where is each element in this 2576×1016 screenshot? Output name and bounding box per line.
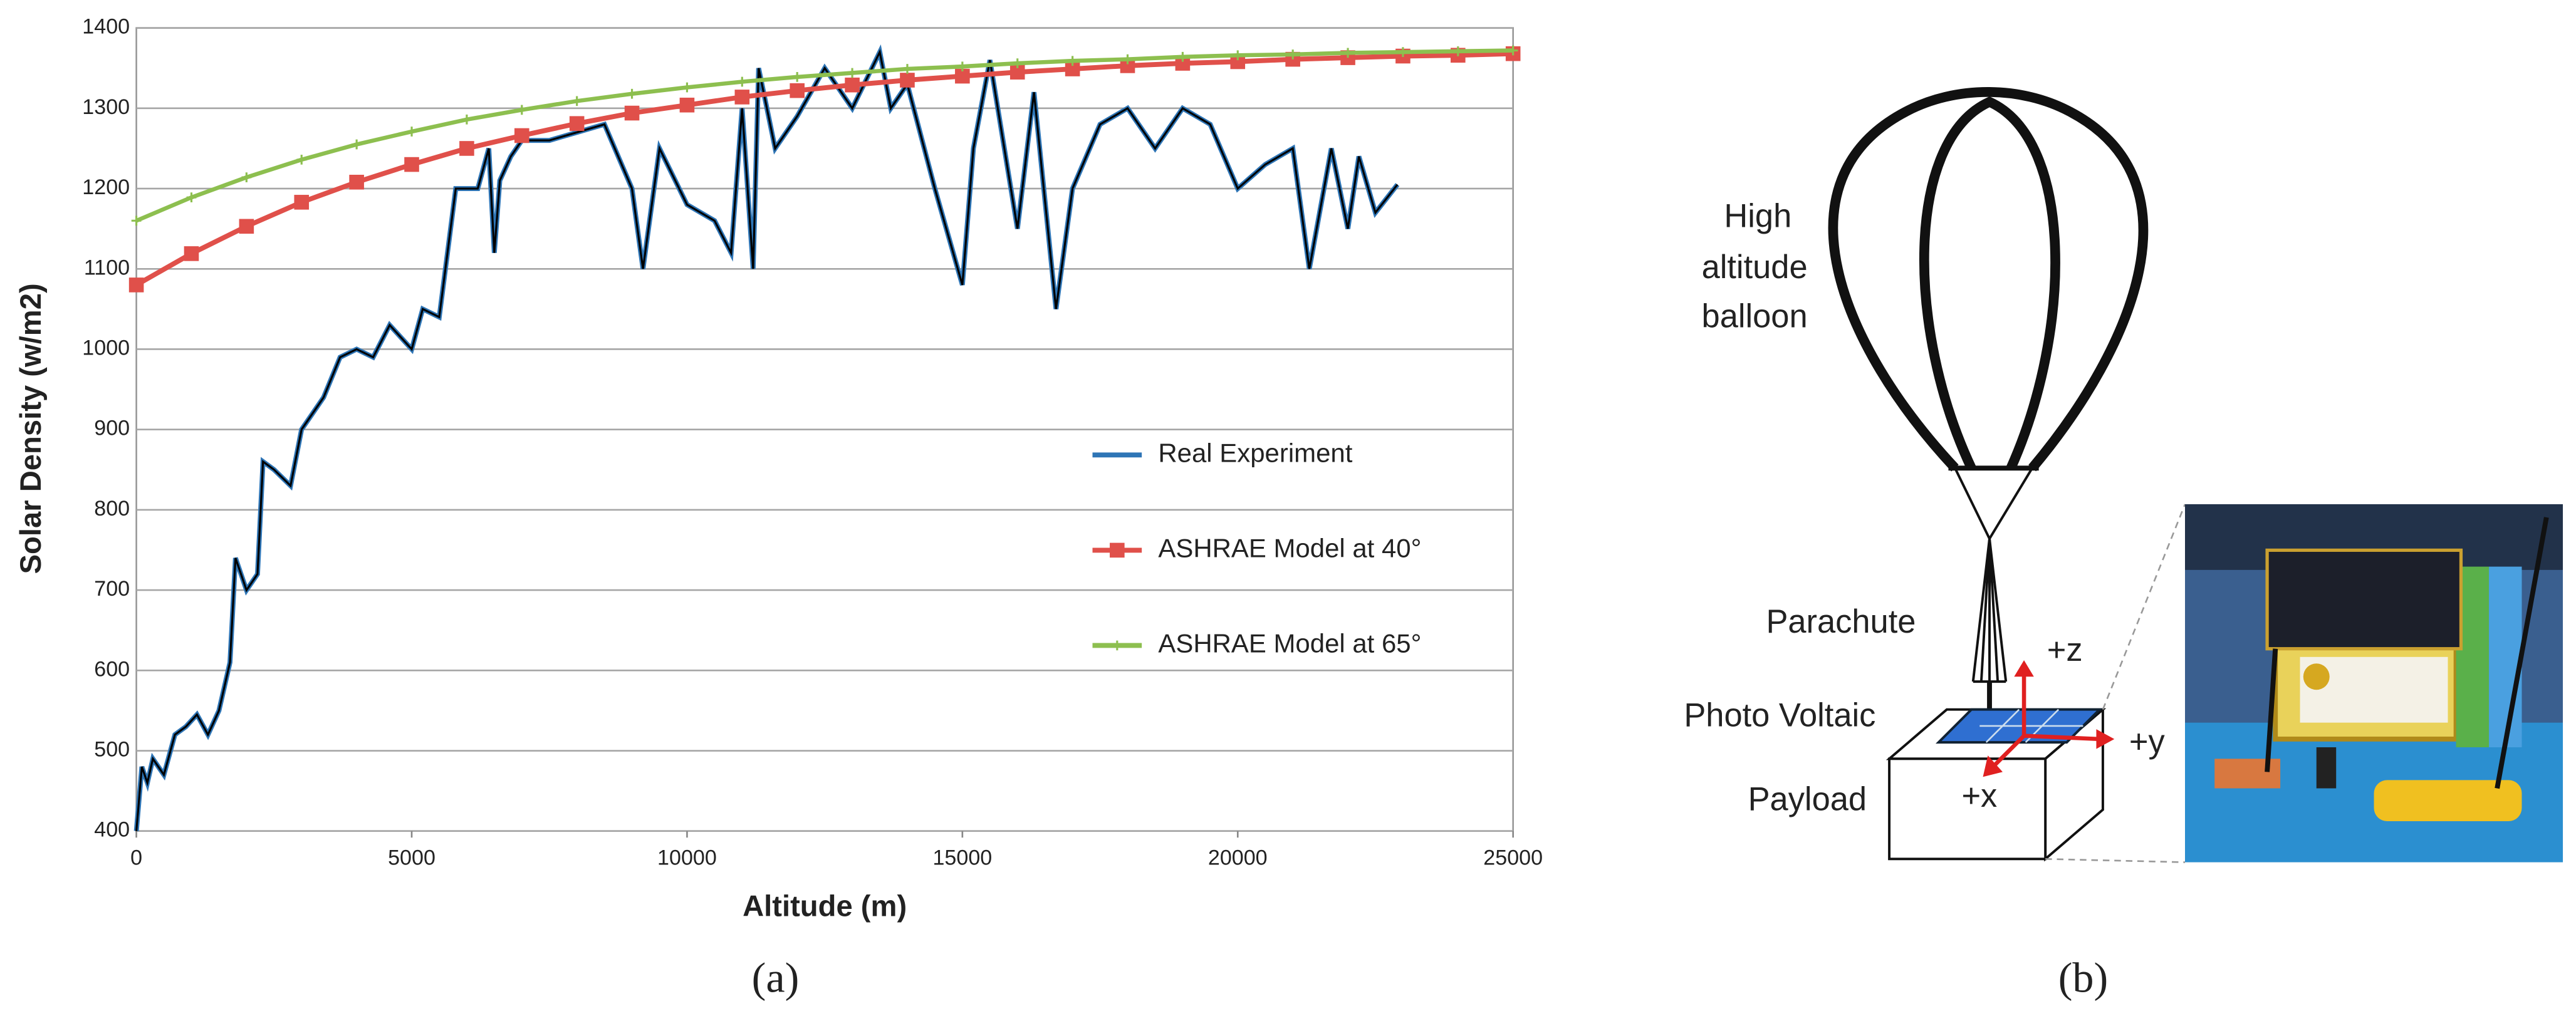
legend-label: ASHRAE Model at 40° bbox=[1158, 533, 1421, 562]
marker bbox=[1112, 640, 1122, 651]
pv-label: Photo Voltaic bbox=[1684, 698, 1875, 734]
series-line-overlay bbox=[135, 49, 1399, 831]
marker bbox=[627, 88, 637, 99]
balloon-label: altitude bbox=[1702, 249, 1808, 286]
marker bbox=[131, 215, 142, 226]
marker bbox=[1452, 46, 1463, 56]
rigging bbox=[1954, 467, 2033, 731]
marker bbox=[1177, 51, 1188, 62]
series-line bbox=[135, 51, 1513, 288]
axis-label: +x bbox=[1961, 778, 1997, 814]
x-tick-label: 25000 bbox=[1483, 846, 1543, 869]
marker bbox=[737, 76, 748, 87]
marker bbox=[1398, 47, 1408, 57]
y-axis-title: Solar Density (w/m2) bbox=[14, 283, 48, 574]
marker bbox=[516, 105, 527, 115]
payload-label: Payload bbox=[1748, 781, 1867, 817]
legend-label: Real Experiment bbox=[1158, 438, 1352, 467]
marker bbox=[184, 246, 199, 261]
marker bbox=[624, 105, 640, 121]
marker bbox=[1343, 48, 1353, 58]
marker bbox=[1067, 56, 1078, 66]
legend-label: ASHRAE Model at 65° bbox=[1158, 629, 1421, 658]
marker bbox=[462, 114, 472, 125]
marker bbox=[847, 68, 857, 78]
marker bbox=[128, 277, 144, 293]
x-tick-label: 0 bbox=[130, 846, 142, 869]
grid: 400 500 600 700 800 900 1000 1100 1200 1300 1400 0 5… bbox=[82, 15, 1543, 870]
marker bbox=[1175, 56, 1191, 71]
marker bbox=[1110, 542, 1125, 558]
parachute-label: Parachute bbox=[1766, 604, 1916, 640]
axis-label: +y bbox=[2129, 724, 2166, 760]
marker bbox=[734, 90, 750, 105]
y-tick-label: 1000 bbox=[82, 336, 130, 360]
marker bbox=[352, 139, 362, 150]
y-tick-label: 900 bbox=[94, 417, 130, 440]
marker bbox=[900, 73, 915, 88]
payload-box bbox=[1885, 707, 2107, 862]
marker bbox=[294, 195, 310, 210]
balloon-label: balloon bbox=[1702, 299, 1808, 335]
marker bbox=[1065, 61, 1080, 76]
marker bbox=[407, 127, 417, 137]
x-tick-label: 15000 bbox=[932, 846, 992, 869]
balloon bbox=[1828, 87, 2149, 472]
marker bbox=[239, 219, 254, 234]
marker bbox=[241, 172, 252, 182]
balloon-label: High bbox=[1724, 199, 1791, 235]
marker bbox=[902, 64, 912, 74]
y-tick-label: 600 bbox=[94, 657, 130, 681]
y-tick-label: 700 bbox=[94, 577, 130, 601]
marker bbox=[1122, 54, 1133, 65]
marker bbox=[682, 82, 692, 93]
marker bbox=[571, 96, 582, 106]
marker bbox=[1230, 54, 1246, 70]
marker bbox=[1288, 49, 1298, 60]
marker bbox=[1508, 45, 1518, 56]
marker bbox=[957, 61, 967, 72]
y-tick-label: 1100 bbox=[84, 256, 130, 279]
marker bbox=[1012, 58, 1023, 68]
x-axis-title: Altitude (m) bbox=[743, 889, 907, 923]
axis-label: +z bbox=[2047, 632, 2083, 668]
y-tick-label: 800 bbox=[94, 497, 130, 521]
marker bbox=[296, 155, 307, 165]
caption: (b) bbox=[2058, 954, 2108, 1002]
plot: Real Experiment ASHRAE Model at 40° ASHRAE… bbox=[128, 44, 1521, 832]
marker bbox=[349, 175, 364, 190]
x-tick-label: 5000 bbox=[388, 846, 435, 869]
y-tick-label: 1200 bbox=[82, 175, 130, 199]
marker bbox=[1233, 50, 1243, 61]
y-tick-label: 1300 bbox=[82, 95, 130, 119]
x-tick-label: 20000 bbox=[1208, 846, 1268, 869]
axes-arrows bbox=[1983, 660, 2115, 777]
marker bbox=[1120, 58, 1135, 73]
marker bbox=[1009, 65, 1025, 80]
y-tick-label: 500 bbox=[94, 738, 130, 762]
marker bbox=[569, 116, 585, 132]
marker bbox=[792, 71, 803, 82]
marker bbox=[404, 157, 419, 172]
marker bbox=[955, 68, 970, 84]
y-tick-label: 1400 bbox=[82, 15, 130, 39]
y-tick-label: 400 bbox=[94, 818, 130, 842]
marker bbox=[679, 97, 695, 113]
marker bbox=[790, 83, 805, 98]
marker bbox=[186, 192, 197, 203]
marker bbox=[459, 141, 474, 156]
series-line bbox=[135, 48, 1513, 223]
photo bbox=[2045, 504, 2563, 863]
caption: (a) bbox=[752, 954, 800, 1002]
marker bbox=[514, 128, 529, 143]
x-tick-label: 10000 bbox=[657, 846, 717, 869]
marker bbox=[845, 77, 860, 93]
